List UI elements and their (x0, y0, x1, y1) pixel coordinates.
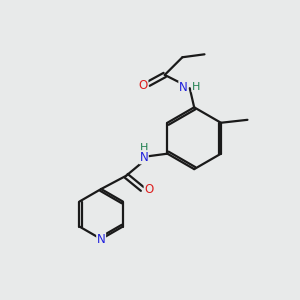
Text: N: N (97, 232, 106, 246)
Text: O: O (139, 79, 148, 92)
Text: O: O (144, 182, 154, 196)
Text: N: N (140, 151, 148, 164)
Text: H: H (192, 82, 200, 92)
Text: H: H (140, 143, 148, 153)
Text: N: N (179, 81, 188, 94)
